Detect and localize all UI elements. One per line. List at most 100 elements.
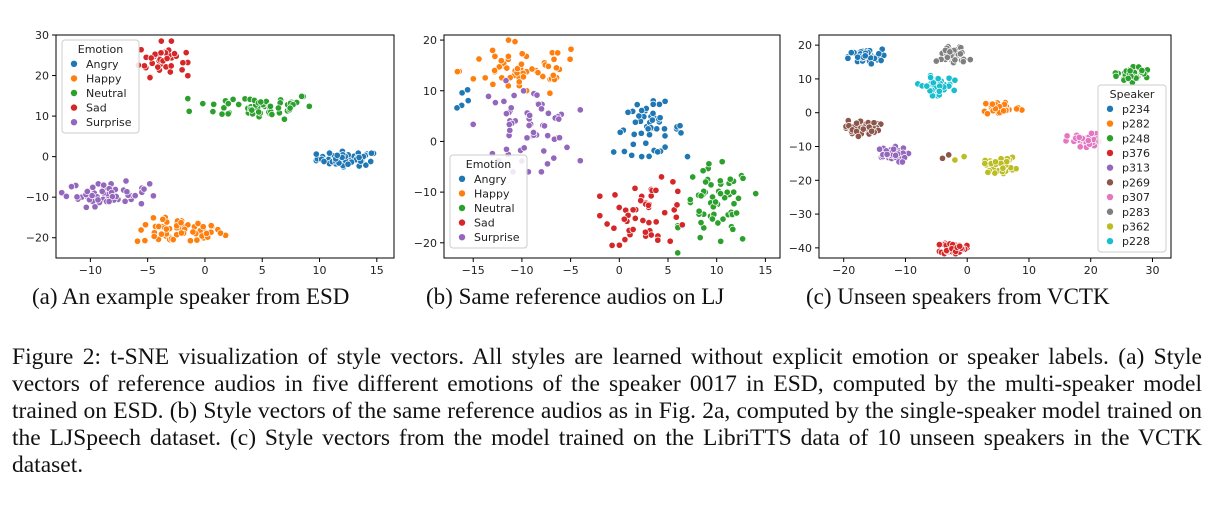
scatter-point xyxy=(631,118,639,126)
scatter-point xyxy=(927,73,935,82)
scatter-point xyxy=(224,100,232,108)
scatter-point xyxy=(169,236,177,244)
scatter-point xyxy=(714,219,722,227)
scatter-point xyxy=(305,102,313,110)
x-tick-label: 0 xyxy=(964,264,971,277)
legend-label: Angry xyxy=(86,58,119,71)
scatter-point xyxy=(959,58,967,66)
scatter-point xyxy=(624,108,632,116)
scatter-point xyxy=(923,82,931,90)
scatter-point xyxy=(644,125,652,133)
legend-marker xyxy=(458,190,466,197)
legend-marker xyxy=(1106,179,1114,186)
scatter-point xyxy=(203,229,211,238)
legend-label: p362 xyxy=(1122,220,1150,233)
scatter-point xyxy=(844,54,852,62)
scatter-point xyxy=(875,50,883,58)
scatter-point xyxy=(708,215,716,223)
legend-marker xyxy=(1106,237,1114,245)
scatter-point xyxy=(469,75,477,83)
scatter-point xyxy=(177,229,185,237)
figure-charts: −10 −5 0 5 10 15−20−100102030EmotionAngryHapp… xyxy=(26,29,1172,277)
y-tick-label: 0 xyxy=(805,107,812,120)
scatter-point xyxy=(515,78,523,86)
y-tick-label: −20 xyxy=(789,174,812,187)
scatter-point xyxy=(870,119,878,127)
legend-marker xyxy=(70,119,78,126)
scatter-point xyxy=(98,187,106,195)
x-tick-label: 20 xyxy=(1084,264,1098,277)
scatter-point xyxy=(938,154,947,162)
scatter-point xyxy=(89,183,97,191)
scatter-point xyxy=(1087,129,1096,137)
legend-marker xyxy=(1106,164,1114,171)
scatter-point xyxy=(991,158,1000,166)
legend-marker xyxy=(70,104,78,111)
scatter-point xyxy=(697,219,705,227)
scatter-point xyxy=(652,218,660,226)
scatter-point xyxy=(186,237,194,245)
scatter-point xyxy=(550,55,558,63)
legend-label: Angry xyxy=(474,173,507,186)
scatter-point xyxy=(1076,143,1084,151)
scatter-point xyxy=(566,55,574,63)
scatter-point xyxy=(274,104,282,112)
scatter-point xyxy=(505,120,513,129)
scatter-point xyxy=(58,189,66,197)
scatter-point xyxy=(859,125,867,133)
scatter-point xyxy=(661,209,669,217)
scatter-point xyxy=(672,213,680,221)
legend-label: p283 xyxy=(1122,206,1150,219)
scatter-point xyxy=(184,95,192,103)
scatter-point xyxy=(981,159,989,168)
scatter-point xyxy=(511,38,519,46)
scatter-point xyxy=(719,215,727,223)
scatter-point xyxy=(644,201,652,209)
legend-label: Sad xyxy=(474,217,495,230)
scatter-point xyxy=(956,50,964,58)
chart-panel-b: −15 −10 −5 0 5 10 15 −20 −10 0 10 20 Emotion AngryHap… xyxy=(414,34,781,277)
legend-label: p282 xyxy=(1122,118,1150,131)
scatter-point xyxy=(137,200,145,208)
scatter-point xyxy=(883,150,891,158)
scatter-point xyxy=(224,110,232,118)
scatter-point xyxy=(1000,107,1008,115)
scatter-point xyxy=(525,121,533,130)
scatter-point xyxy=(149,192,157,200)
scatter-point xyxy=(631,214,639,222)
scatter-point xyxy=(596,192,604,200)
y-tick-label: 0 xyxy=(430,135,437,148)
x-tick-label: −20 xyxy=(832,264,855,277)
scatter-point xyxy=(655,100,663,108)
scatter-point xyxy=(567,45,575,53)
legend-marker xyxy=(1106,208,1114,215)
scatter-point xyxy=(629,225,637,234)
y-tick-label: −40 xyxy=(789,242,812,255)
legend-marker xyxy=(458,219,466,226)
scatter-point xyxy=(504,36,513,44)
subcaption-b: (b) Same reference audios on LJ xyxy=(426,284,725,309)
scatter-point xyxy=(362,161,370,169)
scatter-point xyxy=(257,98,265,106)
scatter-point xyxy=(481,74,489,82)
legend-box xyxy=(449,154,528,249)
scatter-point xyxy=(739,235,747,243)
scatter-point xyxy=(951,56,959,64)
chart-panel-a: −10 −5 0 5 10 15 −20 −10 0 10 20 30 Emotion AngryHapp… xyxy=(26,29,395,277)
scatter-point xyxy=(298,92,306,100)
scatter-point xyxy=(506,126,514,134)
scatter-points xyxy=(58,37,378,245)
scatter-point xyxy=(674,249,682,257)
y-tick-label: 20 xyxy=(423,34,437,47)
scatter-point xyxy=(695,207,703,215)
scatter-point xyxy=(951,156,959,164)
legend-label: Sad xyxy=(86,102,107,115)
scatter-point xyxy=(544,109,552,117)
scatter-point xyxy=(185,107,193,115)
scatter-point xyxy=(146,74,154,82)
chart-panel-c: −20 −10 0 10 20 30 −40 −30 −20 −10 0 10 20 Speaker p23… xyxy=(789,34,1172,277)
scatter-point xyxy=(550,154,558,162)
x-tick-label: 10 xyxy=(1022,264,1036,277)
legend-marker xyxy=(1106,105,1114,113)
scatter-point xyxy=(344,160,352,168)
